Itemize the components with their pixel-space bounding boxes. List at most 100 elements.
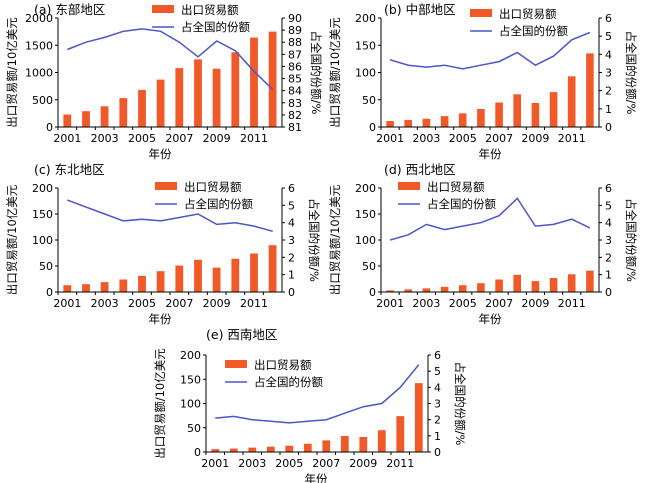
y2-tick-label: 5 — [605, 199, 612, 212]
y-tick-label: 100 — [355, 234, 376, 247]
y2-axis-label: 占全国的份额/% — [307, 198, 321, 282]
bar-2003 — [100, 282, 109, 292]
bar-2001 — [63, 285, 72, 292]
x-tick-label: 2007 — [165, 297, 193, 310]
x-tick-label: 2011 — [558, 132, 586, 145]
legend-bar-label: 出口贸易额 — [181, 3, 239, 17]
y2-tick-label: 82 — [288, 109, 302, 122]
bar-2011 — [250, 253, 258, 292]
x-tick-label: 2005 — [128, 132, 156, 145]
y2-tick-label: 3 — [434, 398, 441, 411]
bar-2003 — [422, 118, 431, 127]
y2-tick-label: 3 — [288, 234, 295, 247]
bar-2008 — [513, 274, 521, 292]
x-axis-label: 年份 — [479, 147, 502, 161]
bar-2012 — [586, 53, 594, 127]
y-tick-label: 150 — [355, 208, 376, 221]
bar-2011 — [250, 37, 258, 127]
x-tick-label: 2003 — [238, 457, 266, 470]
y-tick-label: 0 — [46, 286, 53, 299]
bar-2004 — [119, 98, 128, 127]
x-tick-label: 2001 — [53, 297, 81, 310]
bar-2003 — [100, 106, 109, 127]
bar-2010 — [231, 258, 240, 292]
y-tick-label: 0 — [46, 121, 53, 134]
bar-2001 — [386, 290, 394, 292]
x-axis-label: 年份 — [305, 472, 328, 483]
y2-tick-label: 4 — [605, 217, 612, 230]
y-tick-label: 50 — [187, 422, 201, 435]
y-axis-label: 出口贸易额/10亿美元 — [328, 184, 342, 295]
bar-2011 — [396, 416, 405, 452]
panel-title: (e) 西南地区 — [206, 327, 277, 342]
y2-tick-label: 84 — [288, 85, 302, 98]
y2-tick-label: 0 — [605, 121, 612, 134]
bar-2002 — [82, 111, 90, 127]
y-tick-label: 50 — [362, 260, 376, 273]
x-tick-label: 2009 — [203, 132, 231, 145]
share-line — [67, 199, 273, 233]
y2-tick-label: 3 — [605, 234, 612, 247]
legend-line-label: 占全国的份额 — [254, 375, 323, 389]
bar-2002 — [404, 119, 412, 127]
y2-axis-label: 占全国的份额/% — [453, 362, 467, 446]
bar-2010 — [377, 430, 386, 452]
y2-tick-label: 3 — [605, 67, 612, 80]
y-tick-label: 100 — [180, 398, 201, 411]
chart-panel-c: 0 50 100 150 200 0 1 2 3 4 5 6 2001 2003 2005 2007 2009 2… — [5, 162, 321, 326]
bar-2012 — [268, 31, 277, 128]
bar-2005 — [138, 275, 146, 292]
bar-2006 — [156, 79, 165, 127]
y-axis-label: 出口贸易额/10亿美元 — [5, 184, 19, 295]
x-tick-label: 2003 — [412, 297, 440, 310]
x-tick-label: 2007 — [312, 457, 340, 470]
bar-2008 — [194, 59, 202, 127]
y-tick-label: 0 — [369, 286, 376, 299]
bar-2008 — [194, 259, 202, 292]
y-tick-label: 200 — [32, 182, 53, 195]
legend-line-label: 占全国的份额 — [184, 197, 253, 211]
legend-bar-label: 出口贸易额 — [184, 180, 242, 194]
bar-2004 — [440, 286, 449, 292]
bar-2001 — [211, 449, 220, 452]
x-tick-label: 2005 — [449, 132, 477, 145]
bar-2003 — [422, 288, 431, 292]
y-tick-label: 0 — [194, 446, 201, 459]
panel-title: (d) 西北地区 — [384, 162, 456, 177]
y2-axis-label: 占全国的份额/% — [309, 31, 323, 115]
y2-tick-label: 6 — [605, 12, 612, 25]
bar-2010 — [231, 52, 240, 127]
y2-tick-label: 2 — [288, 251, 295, 264]
x-axis-label: 年份 — [479, 312, 502, 326]
y2-tick-label: 1 — [288, 269, 295, 282]
bar-2007 — [495, 102, 503, 127]
bar-2005 — [285, 445, 294, 452]
legend-bar-swatch — [155, 182, 177, 190]
y2-tick-label: 1 — [605, 103, 612, 116]
legend-bar-swatch — [225, 360, 247, 368]
y-tick-label: 200 — [180, 349, 201, 362]
chart-panel-d: 0 50 100 150 200 0 1 2 3 4 5 6 2001 2003 2005 2007 2009 2… — [328, 162, 638, 326]
legend-bar-swatch — [398, 182, 420, 190]
legend-bar-label: 出口贸易额 — [499, 7, 557, 21]
x-axis-label: 年份 — [149, 147, 172, 161]
share-line — [215, 364, 420, 424]
x-tick-label: 2007 — [485, 297, 513, 310]
x-tick-label: 2003 — [91, 132, 119, 145]
y2-tick-label: 4 — [434, 381, 441, 394]
y2-tick-label: 0 — [434, 446, 441, 459]
bar-2007 — [322, 440, 331, 452]
y2-tick-label: 2 — [605, 251, 612, 264]
y-tick-label: 150 — [355, 39, 376, 52]
chart-panel-b: 0 50 100 150 200 0 1 2 3 4 5 6 2001 2003 2005 2007 2009 2… — [328, 2, 638, 161]
panel-title: (b) 中部地区 — [384, 2, 456, 17]
legend-line-label: 占全国的份额 — [427, 197, 496, 211]
bar-2009 — [359, 437, 368, 452]
share-line — [67, 28, 274, 91]
y-tick-label: 1500 — [25, 39, 53, 52]
chart-panel-e: 0 50 100 150 200 0 1 2 3 4 5 6 2001 2003 2005 2007 2009 2… — [153, 327, 467, 483]
